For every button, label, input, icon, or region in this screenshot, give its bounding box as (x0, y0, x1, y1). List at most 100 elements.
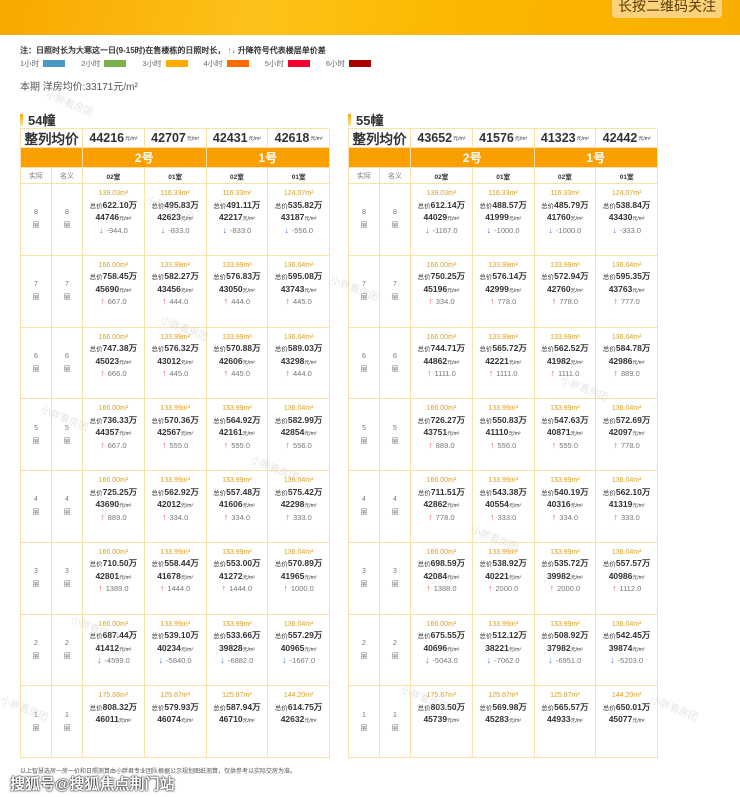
total-prefix: 总价 (89, 346, 103, 353)
unit-cell[interactable]: 133.99m² 总价535.72万 39982元/m² ↑ 2000.0 (534, 542, 597, 615)
unit-price: 42760元/m² (547, 284, 583, 297)
unit-cell[interactable]: 133.99m² 总价570.36万 42567元/m² ↑ 555.0 (144, 399, 207, 471)
floor-suffix: 层 (63, 222, 71, 230)
wan-suffix: 万 (641, 271, 651, 282)
unit-cell[interactable]: 139.03m² 总价612.14万 44029元/m² ↓ -1167.0 (411, 184, 473, 256)
diff-value: 1444.0 (167, 584, 191, 594)
price-value: 43763 (608, 283, 633, 294)
unit-cell[interactable]: 136.04m² 总价572.69万 42097元/m² ↑ 778.0 (596, 399, 658, 471)
unit-cell[interactable]: 175.68m² 总价808.32万 46011元/m² (83, 686, 145, 758)
unit-cell[interactable]: 136.04m² 总价562.10万 41319元/m² ↑ 333.0 (596, 471, 658, 543)
unit-area: 136.04m² (612, 404, 642, 415)
unit-cell[interactable]: 133.99m² 总价576.14万 42999元/m² ↑ 778.0 (472, 255, 535, 328)
diff-value: 889.0 (107, 512, 127, 522)
building-title: 55幢 (348, 110, 383, 129)
unit-cell[interactable]: 136.04m² 总价582.99万 42854元/m² ↑ 556.0 (268, 399, 330, 471)
unit-cell[interactable]: 116.33m² 总价491.11万 42217元/m² ↓ -833.0 (206, 184, 269, 256)
unit-cell[interactable]: 133.99m² 总价512.12万 38221元/m² ↓ -7062.0 (472, 614, 535, 687)
unit-cell[interactable]: 133.99m² 总价562.52万 41982元/m² ↑ 1111.0 (534, 327, 597, 400)
unit-cell[interactable]: 124.07m² 总价535.82万 43187元/m² ↓ -556.0 (268, 184, 330, 256)
qr-follow-button[interactable]: 长按二维码关注 (612, 0, 722, 18)
unit-cell[interactable]: 124.07m² 总价538.84万 43430元/m² ↓ -333.0 (596, 184, 658, 256)
unit-cell[interactable]: 133.99m² 总价539.10万 40234元/m² ↓ -5840.0 (144, 614, 207, 687)
arrow-up-icon: ↑ (100, 368, 105, 378)
unit-cell[interactable]: 166.00m² 总价726.27万 43751元/m² ↑ 889.0 (411, 399, 473, 471)
unit-cell[interactable]: 166.00m² 总价736.33万 44357元/m² ↑ 667.0 (83, 399, 145, 471)
floor-suffix: 层 (391, 509, 399, 517)
unit-cell[interactable]: 136.04m² 总价557.29万 40965元/m² ↓ -1667.0 (268, 614, 330, 687)
unit-cell[interactable]: 136.04m² 总价575.42万 42298元/m² ↑ 333.0 (268, 471, 330, 543)
unit-cell[interactable]: 136.04m² 总价557.57万 40986元/m² ↑ 1112.0 (596, 542, 658, 615)
unit-cell[interactable]: 125.87m² 总价587.94万 46710元/m² (206, 686, 269, 758)
unit-cell[interactable]: 166.00m² 总价711.51万 42862元/m² ↑ 778.0 (411, 471, 473, 543)
unit-cell[interactable]: 166.00m² 总价758.45万 45690元/m² ↑ 667.0 (83, 255, 145, 328)
unit-cell[interactable]: 166.00m² 总价687.44万 41412元/m² ↓ -4599.0 (83, 614, 145, 687)
unit-cell[interactable]: 166.00m² 总价710.50万 42801元/m² ↑ 1389.0 (83, 542, 145, 615)
unit-cell[interactable]: 133.99m² 总价564.92万 42161元/m² ↑ 555.0 (206, 399, 269, 471)
unit-cell[interactable]: 133.99m² 总价562.92万 42012元/m² ↑ 334.0 (144, 471, 207, 543)
unit-cell[interactable]: 133.99m² 总价508.92万 37982元/m² ↓ -6951.0 (534, 614, 597, 687)
unit-cell[interactable]: 136.04m² 总价595.35万 43763元/m² ↑ 777.0 (596, 255, 658, 328)
unit-cell[interactable]: 133.99m² 总价547.63万 40871元/m² ↑ 555.0 (534, 399, 597, 471)
unit-cell[interactable]: 133.99m² 总价558.44万 41678元/m² ↑ 1444.0 (144, 542, 207, 615)
diff-value: 334.0 (435, 297, 455, 307)
unit-total-price: 总价582.99万 (275, 415, 323, 428)
unit-cell[interactable]: 136.04m² 总价570.89万 41965元/m² ↑ 1000.0 (268, 542, 330, 615)
unit-cell[interactable]: 166.00m² 总价747.38万 45023元/m² ↑ 666.0 (83, 327, 145, 400)
unit-cell[interactable]: 166.00m² 总价675.55万 40696元/m² ↓ -5043.0 (411, 614, 473, 687)
unit-cell[interactable]: 136.04m² 总价584.78万 42986元/m² ↑ 889.0 (596, 327, 658, 400)
unit-cell[interactable]: 136.04m² 总价595.08万 43743元/m² ↑ 445.0 (268, 255, 330, 328)
total-prefix: 总价 (274, 489, 288, 497)
floor-price-diff: ↑ 445.0 (285, 296, 311, 308)
unit-cell[interactable]: 133.99m² 总价582.27万 43456元/m² ↑ 444.0 (144, 255, 207, 328)
unit-price: 40696元/m² (423, 643, 459, 656)
total-value: 614.75 (287, 701, 314, 712)
unit-cell[interactable]: 136.04m² 总价589.03万 43298元/m² ↑ 444.0 (268, 327, 330, 400)
unit-cell[interactable]: 125.87m² 总价579.93万 46074元/m² (144, 686, 207, 758)
unit-cell[interactable]: 133.99m² 总价576.32万 43012元/m² ↑ 445.0 (144, 327, 207, 400)
unit-cell[interactable]: 175.67m² 总价803.50万 45739元/m² (411, 686, 473, 758)
unit-area: 133.99m² (160, 404, 190, 415)
unit-cell[interactable]: 133.99m² 总价553.00万 41272元/m² ↑ 1444.0 (206, 542, 269, 615)
total-value: 576.83 (226, 271, 253, 282)
unit-area: 125.87m² (160, 691, 190, 702)
unit-total-price: 总价726.27万 (418, 415, 466, 428)
unit-cell[interactable]: 133.99m² 总价576.83万 43050元/m² ↑ 444.0 (206, 255, 269, 328)
unit-cell[interactable]: 136.04m² 总价542.45万 39874元/m² ↓ -5203.0 (596, 614, 658, 687)
price-suffix: 元/m² (242, 287, 255, 294)
unit-cell[interactable]: 144.20m² 总价614.75万 42632元/m² (268, 686, 330, 758)
unit-cell[interactable]: 125.87m² 总价565.57万 44933元/m² (534, 686, 597, 758)
unit-cell[interactable]: 133.99m² 总价570.88万 42606元/m² ↑ 445.0 (206, 327, 269, 400)
unit-cell[interactable]: 166.00m² 总价750.25万 45196元/m² ↑ 334.0 (411, 255, 473, 328)
unit-cell[interactable]: 133.99m² 总价533.66万 39828元/m² ↓ -6882.0 (206, 614, 269, 687)
unit-cell[interactable]: 144.20m² 总价650.01万 45077元/m² (596, 686, 658, 758)
unit-cell[interactable]: 166.00m² 总价698.59万 42084元/m² ↑ 1388.0 (411, 542, 473, 615)
unit-cell[interactable]: 133.99m² 总价550.83万 41110元/m² ↑ 556.0 (472, 399, 535, 471)
unit-cell[interactable]: 139.03m² 总价622.10万 44746元/m² ↓ -944.0 (83, 184, 145, 256)
area-suffix: m² (448, 190, 457, 197)
unit-cell[interactable]: 133.99m² 总价557.48万 41606元/m² ↑ 334.0 (206, 471, 269, 543)
unit-cell[interactable]: 133.99m² 总价543.38万 40554元/m² ↑ 333.0 (472, 471, 535, 543)
unit-cell[interactable]: 116.33m² 总价488.57万 41999元/m² ↓ -1000.0 (472, 184, 535, 256)
unit-cell[interactable]: 125.87m² 总价569.98万 45283元/m² (472, 686, 535, 758)
price-value: 44862 (423, 355, 448, 366)
unit-total-price: 总价576.83万 (213, 271, 261, 284)
wan-suffix: 万 (518, 199, 527, 210)
total-prefix: 总价 (417, 704, 431, 712)
total-prefix: 总价 (541, 561, 555, 569)
area-suffix: m² (120, 477, 129, 484)
unit-cell[interactable]: 166.00m² 总价725.25万 43690元/m² ↑ 889.0 (83, 471, 145, 543)
unit-cell[interactable]: 133.99m² 总价572.94万 42760元/m² ↑ 778.0 (534, 255, 597, 328)
unit-cell[interactable]: 116.33m² 总价495.83万 42623元/m² ↓ -833.0 (144, 184, 207, 256)
unit-cell[interactable]: 133.99m² 总价538.92万 40221元/m² ↑ 2000.0 (472, 542, 535, 615)
total-value: 595.08 (287, 271, 314, 282)
area-suffix: m² (120, 620, 129, 628)
unit-cell[interactable]: 116.33m² 总价485.79万 41760元/m² ↓ -1000.0 (534, 184, 597, 256)
unit-cell[interactable]: 166.00m² 总价744.71万 44862元/m² ↑ 1111.0 (411, 327, 473, 400)
unit-cell[interactable]: 133.99m² 总价540.19万 40316元/m² ↑ 334.0 (534, 471, 597, 543)
unit-cell[interactable]: 133.99m² 总价565.72万 42221元/m² ↑ 1111.0 (472, 327, 535, 400)
